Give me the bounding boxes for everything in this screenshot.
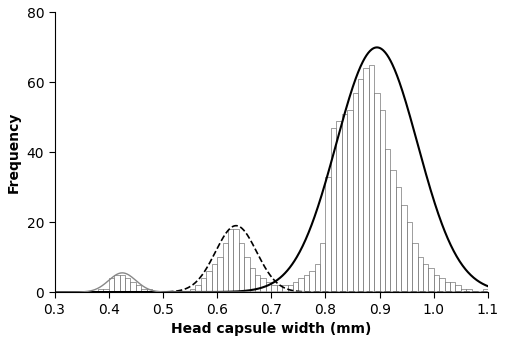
Bar [384, 149, 390, 292]
Bar [466, 288, 471, 292]
Bar [352, 93, 357, 292]
Bar [412, 243, 417, 292]
Bar [303, 275, 309, 292]
Bar [482, 288, 487, 292]
Bar [195, 285, 200, 292]
Bar [222, 243, 227, 292]
Bar [314, 264, 319, 292]
Bar [276, 285, 282, 292]
Bar [265, 282, 271, 292]
Bar [287, 285, 292, 292]
Bar [282, 285, 287, 292]
Bar [438, 278, 444, 292]
Bar [146, 288, 152, 292]
Bar [271, 285, 276, 292]
Bar [298, 278, 303, 292]
Bar [363, 68, 368, 292]
Bar [125, 278, 130, 292]
Bar [233, 229, 238, 292]
Bar [217, 257, 222, 292]
Bar [368, 65, 374, 292]
Bar [211, 264, 217, 292]
Bar [249, 268, 255, 292]
Bar [336, 121, 341, 292]
Bar [341, 114, 346, 292]
Bar [260, 278, 265, 292]
Bar [135, 285, 141, 292]
Bar [357, 79, 363, 292]
Bar [141, 288, 146, 292]
Bar [346, 110, 352, 292]
Bar [390, 170, 395, 292]
Bar [130, 282, 135, 292]
Bar [433, 275, 438, 292]
Bar [444, 282, 449, 292]
Bar [422, 264, 428, 292]
Bar [227, 229, 233, 292]
Bar [114, 275, 119, 292]
Y-axis label: Frequency: Frequency [7, 111, 21, 193]
Bar [454, 285, 460, 292]
X-axis label: Head capsule width (mm): Head capsule width (mm) [171, 322, 371, 336]
Bar [449, 282, 454, 292]
Bar [244, 257, 249, 292]
Bar [460, 288, 466, 292]
Bar [374, 93, 379, 292]
Bar [189, 288, 195, 292]
Bar [109, 278, 114, 292]
Bar [103, 288, 109, 292]
Bar [119, 275, 125, 292]
Bar [428, 268, 433, 292]
Bar [206, 271, 211, 292]
Bar [238, 243, 244, 292]
Bar [200, 278, 206, 292]
Bar [330, 128, 336, 292]
Bar [406, 222, 412, 292]
Bar [319, 243, 325, 292]
Bar [325, 177, 330, 292]
Bar [379, 110, 384, 292]
Bar [309, 271, 314, 292]
Bar [292, 282, 298, 292]
Bar [255, 275, 260, 292]
Bar [97, 288, 103, 292]
Bar [400, 205, 406, 292]
Bar [417, 257, 422, 292]
Bar [395, 187, 400, 292]
